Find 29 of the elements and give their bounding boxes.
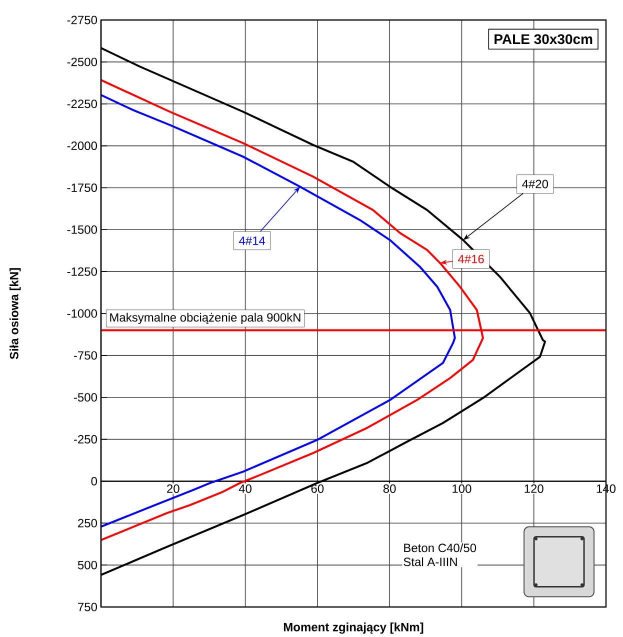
legend-label: 4#16 xyxy=(458,254,484,264)
ref-line-label: Maksymalne obciążenie pala 900kN xyxy=(110,312,300,324)
annotation: Stal A-IIIN xyxy=(404,557,457,566)
y-tick-label: 500 xyxy=(78,560,97,570)
y-tick-label: -1250 xyxy=(67,267,97,276)
y-tick-label: -500 xyxy=(74,393,97,402)
y-tick-label: -750 xyxy=(74,351,97,360)
x-tick-label: 40 xyxy=(238,484,252,493)
y-axis-title: Siła osiowa [kN] xyxy=(10,268,21,360)
x-axis-title: Moment zginający [kNm] xyxy=(284,622,424,634)
y-tick-label: -1000 xyxy=(67,309,97,318)
x-tick-label: 120 xyxy=(524,484,544,493)
text: 4#20 xyxy=(522,180,548,188)
y-tick-label: 250 xyxy=(78,518,97,528)
y-tick-label: -2250 xyxy=(67,100,97,108)
x-tick-label: 20 xyxy=(167,484,180,493)
y-tick-label: -250 xyxy=(74,435,97,444)
y-tick-label: -1500 xyxy=(67,225,97,234)
y-tick-label: 750 xyxy=(78,602,97,612)
y-tick-label: 0 xyxy=(91,476,97,486)
y-tick-label: -2000 xyxy=(67,142,97,150)
x-tick-label: 80 xyxy=(383,484,396,493)
text: 4#14 xyxy=(239,236,266,245)
x-tick-label: 100 xyxy=(452,484,472,493)
annotation: Beton C40/50 xyxy=(404,543,476,552)
y-tick-label: -1750 xyxy=(67,183,97,192)
y-tick-label: -2750 xyxy=(67,16,97,24)
annotation: PALE 30x30cm xyxy=(494,34,592,44)
y-tick-label: -2500 xyxy=(67,58,97,66)
